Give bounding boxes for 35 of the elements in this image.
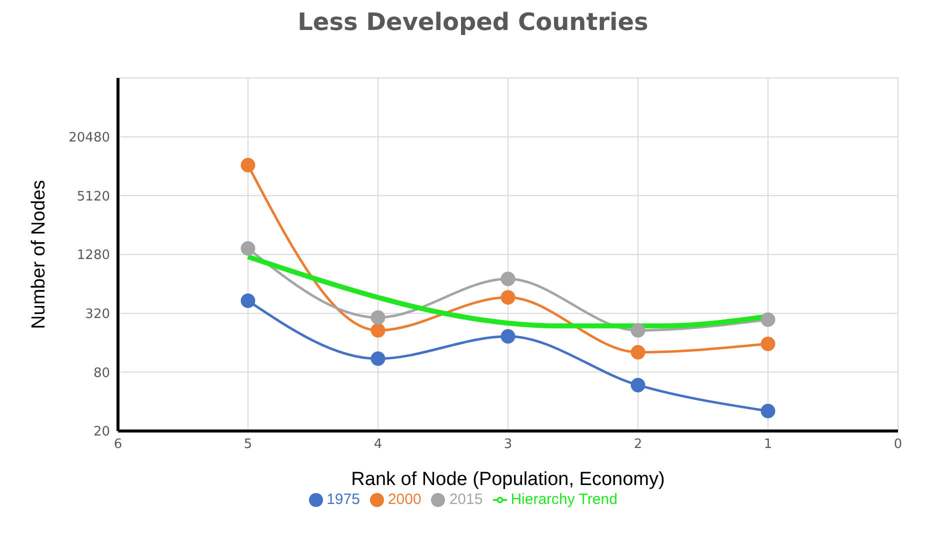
x-tick-label: 1 [764,437,772,452]
point [370,323,386,338]
point [630,323,646,338]
point [500,329,516,344]
point [240,241,256,256]
legend-label: Hierarchy Trend [510,491,618,508]
point [760,336,776,352]
y-tick-label: 1280 [76,248,110,264]
legend-label: 1975 [326,491,360,508]
point [630,378,646,392]
point [240,294,256,308]
point [500,290,516,305]
y-tick-label: 80 [93,366,110,381]
point [240,158,256,172]
point [630,344,646,360]
x-tick-label: 6 [114,437,122,452]
x-tick-label: 5 [244,437,252,452]
point [370,351,386,366]
chart-title: Less Developed Countries [296,8,650,38]
point [760,312,776,327]
y-tick-label: 320 [85,306,110,322]
x-tick-label: 2 [634,437,642,452]
y-tick-label: 20480 [68,130,110,146]
point [370,310,386,325]
legend-label: 2000 [388,491,422,508]
x-tick-label: 0 [894,437,902,452]
point [760,404,776,418]
point [500,272,516,286]
x-axis-title: Rank of Node (Population, Economy) [351,469,665,490]
y-tick-label: 5120 [76,189,110,204]
legend-label: 2015 [449,491,483,508]
x-tick-label: 3 [504,437,512,452]
x-tick-label: 4 [374,437,382,452]
y-tick-label: 20 [93,424,110,440]
y-axis-title: Number of Nodes [28,180,50,329]
